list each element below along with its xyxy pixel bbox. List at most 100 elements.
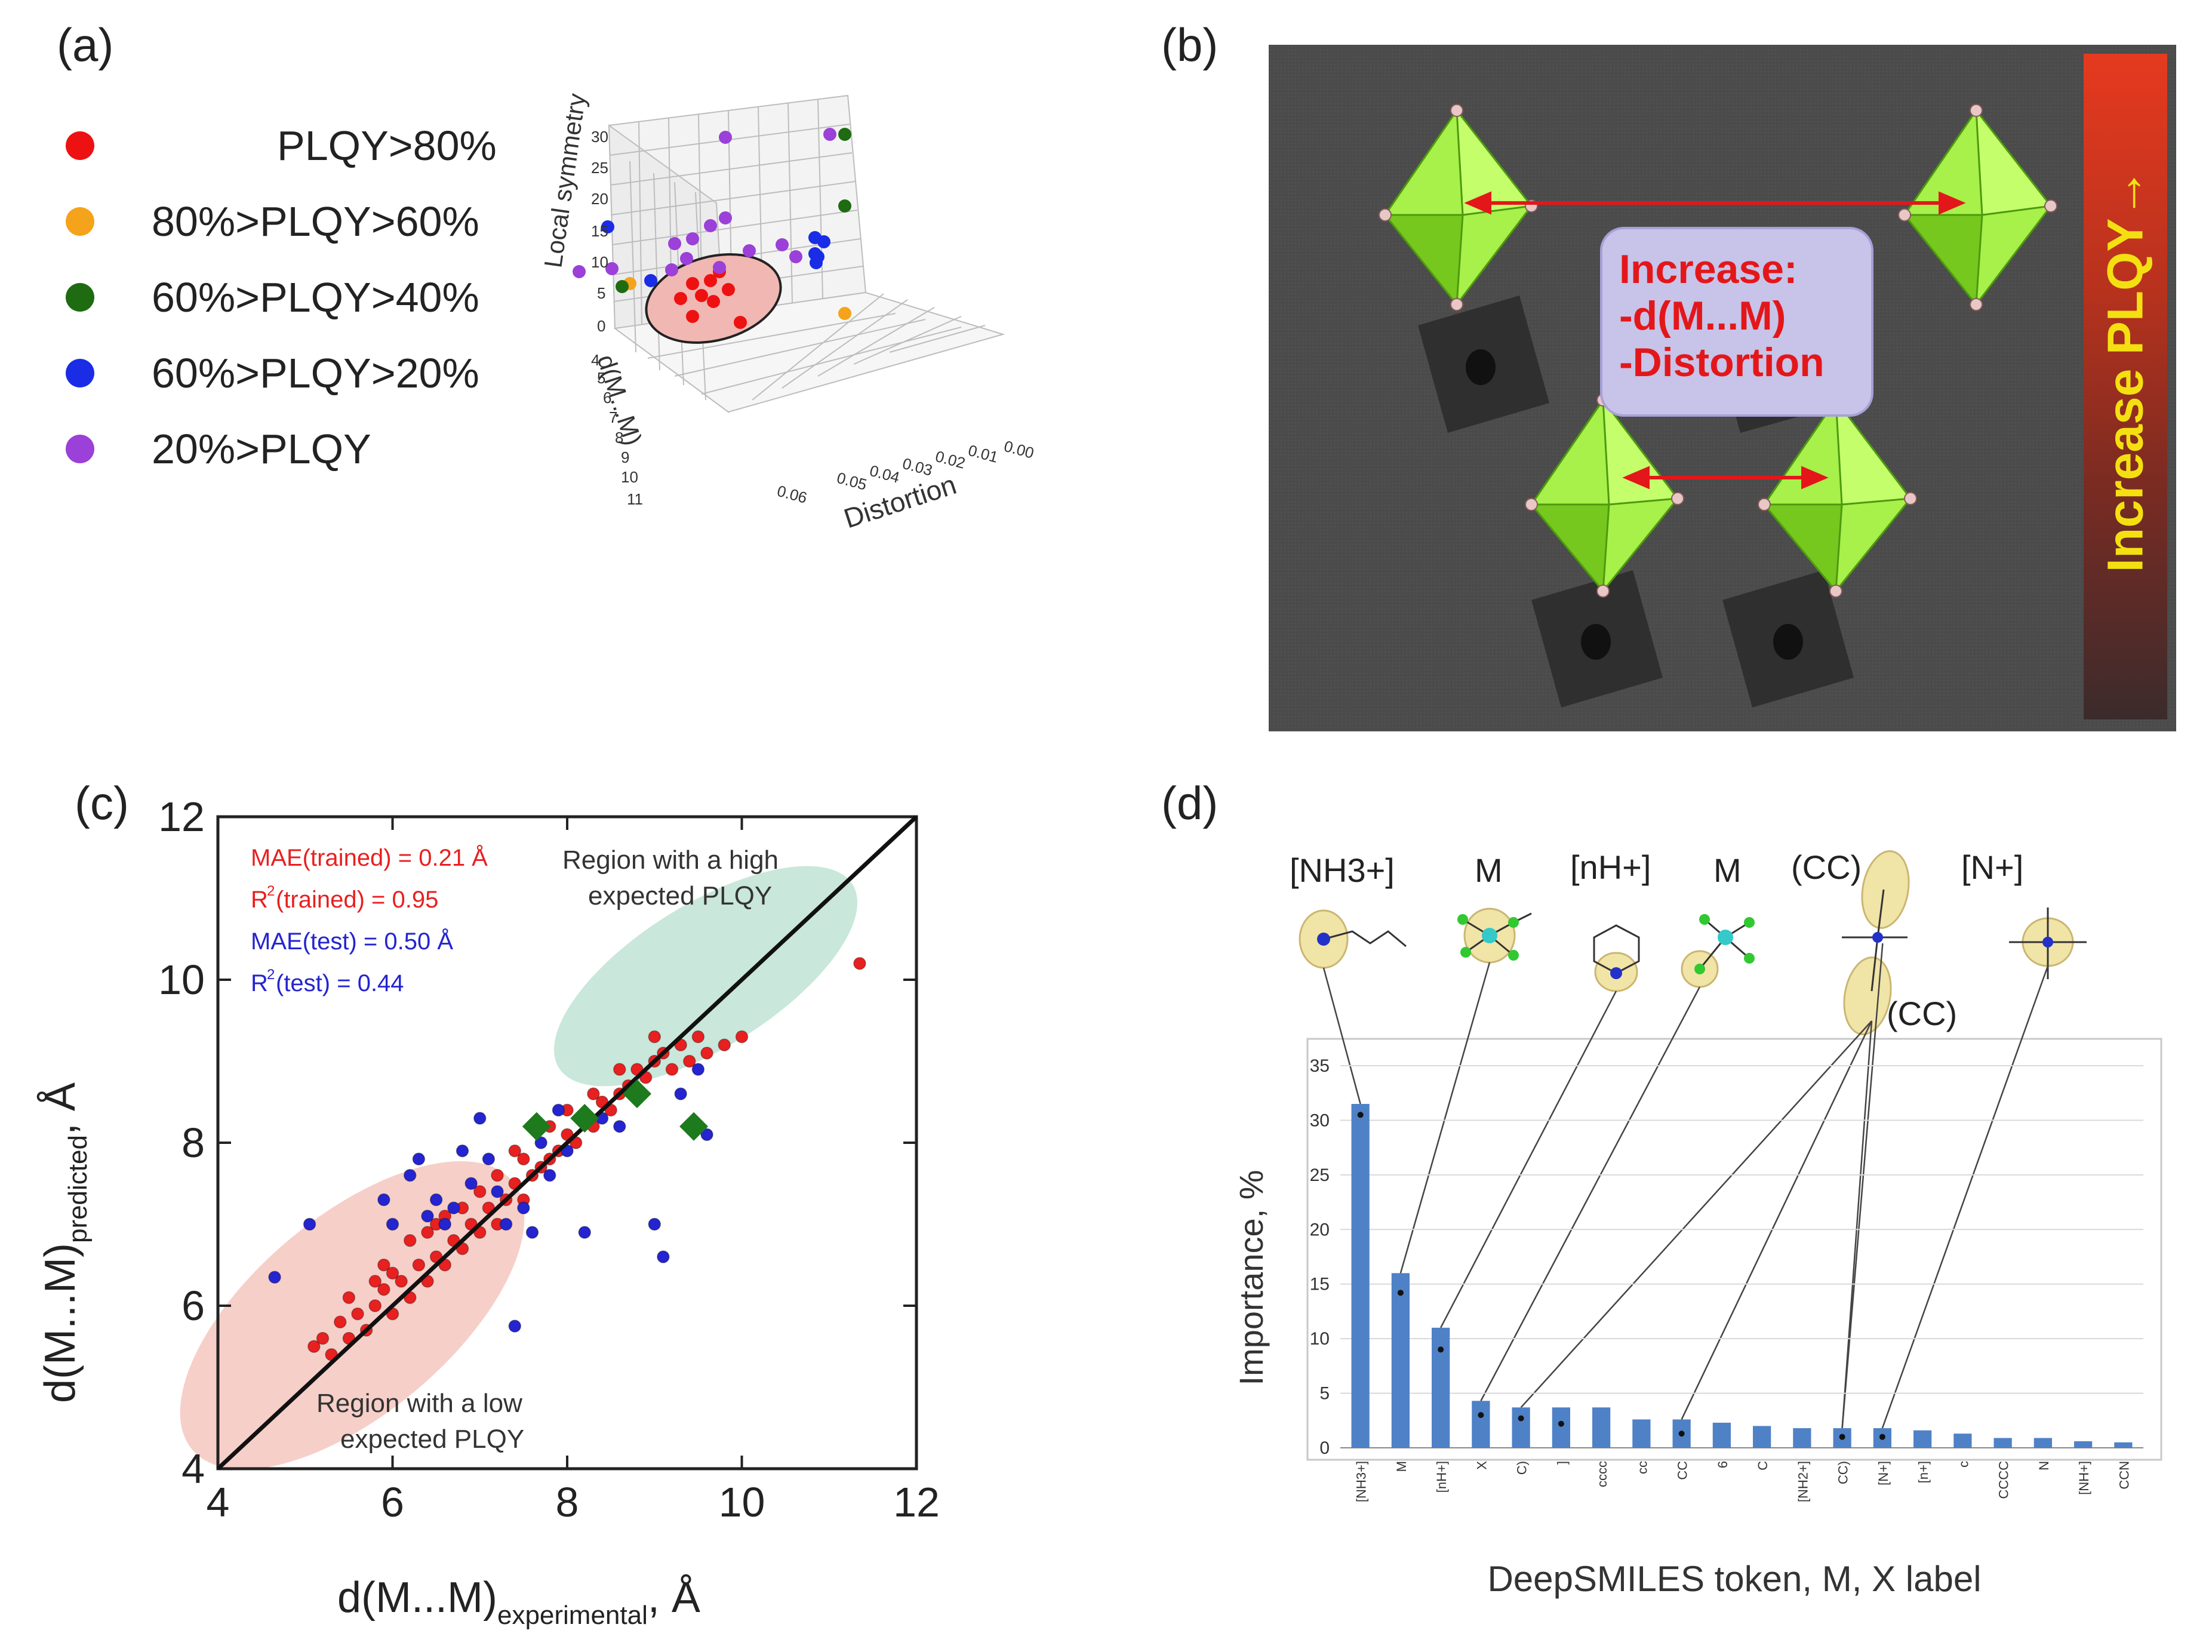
y-label-main: d(M...M)	[36, 1243, 84, 1403]
point	[713, 261, 726, 274]
x-tick-label: 4	[207, 1479, 230, 1525]
point	[686, 310, 699, 323]
legend-dot	[66, 434, 94, 463]
bar	[1752, 1426, 1771, 1448]
data-point-trained	[491, 1168, 504, 1182]
svg-text:d(M...M)predicted, Å: d(M...M)predicted, Å	[36, 1082, 93, 1403]
data-point-test	[464, 1177, 478, 1190]
data-point-test	[691, 1063, 705, 1076]
data-point-highlight	[522, 1112, 551, 1141]
y-tick-label: 6	[181, 1282, 205, 1329]
data-point-test	[473, 1112, 487, 1125]
bar	[1793, 1428, 1811, 1448]
data-point-trained	[404, 1234, 417, 1247]
plot-3d-grid	[608, 94, 1005, 414]
point	[776, 238, 789, 251]
high-region-label: Region with a high	[562, 845, 779, 875]
y-tick-label: 30	[1310, 1110, 1330, 1130]
data-point-test	[543, 1168, 556, 1182]
x-tick-label: [n+]	[1916, 1461, 1931, 1483]
point	[838, 307, 851, 320]
box-line: Increase:	[1619, 247, 1798, 292]
mae-test-text: MAE(test) = 0.50 Å	[251, 928, 453, 955]
data-point-trained	[613, 1063, 626, 1076]
x-tick: 0.06	[775, 482, 809, 507]
y-tick-label: 12	[158, 794, 205, 840]
legend-label: 80%>PLQY>60%	[152, 198, 479, 245]
x-tick-label: cc	[1635, 1461, 1650, 1474]
point	[686, 277, 699, 290]
data-point-trained	[473, 1185, 487, 1198]
data-point-test	[268, 1270, 281, 1284]
point	[707, 295, 720, 308]
data-point-trained	[718, 1038, 731, 1051]
legend-dot	[66, 282, 94, 312]
data-point-test	[674, 1087, 687, 1100]
leader-line	[1399, 962, 1491, 1273]
bar	[1993, 1438, 2012, 1448]
x-tick-label: C)	[1515, 1461, 1530, 1475]
point	[674, 292, 687, 305]
data-point-test	[429, 1193, 443, 1207]
legend-dot	[66, 207, 94, 236]
z-tick: 5	[597, 284, 605, 302]
y-tick: 9	[621, 448, 629, 466]
y-tick: 10	[621, 468, 638, 486]
point	[616, 280, 629, 293]
d-y-axis-label: Importance, %	[1232, 1170, 1270, 1385]
y-tick-label: 4	[181, 1445, 205, 1492]
leader-line	[1881, 965, 2049, 1429]
data-point-test	[552, 1103, 565, 1117]
data-point-test	[438, 1217, 451, 1231]
molecule-label: [NH3+]	[1290, 851, 1395, 889]
high-plqy-region	[553, 866, 858, 1087]
point	[644, 274, 657, 287]
data-point-test	[525, 1226, 539, 1239]
data-point-test	[499, 1217, 513, 1231]
r2-trained-text: (trained) = 0.95	[276, 887, 438, 913]
legend-item: 60%>PLQY>20%	[66, 335, 497, 411]
scatter-chart: 4 6 8 10 12 4 6 8 10 12 MAE(trained) = 0.21 Å R 2…	[36, 794, 940, 1630]
point	[686, 232, 699, 245]
d-x-axis-label: DeepSMILES token, M, X label	[1487, 1559, 1981, 1599]
point	[704, 219, 717, 232]
point	[665, 263, 678, 276]
point	[734, 316, 747, 329]
high-region-label: expected PLQY	[588, 881, 772, 910]
data-point-trained	[368, 1299, 382, 1312]
point	[695, 289, 708, 302]
y-label-suffix: , Å	[36, 1082, 84, 1135]
y-tick: 11	[627, 490, 643, 508]
legend-label: 60%>PLQY>40%	[152, 273, 479, 321]
low-region-label: expected PLQY	[340, 1425, 524, 1454]
x-tick-label: cccc	[1595, 1461, 1610, 1487]
data-point-trained	[421, 1226, 434, 1239]
x-tick-label: M	[1394, 1461, 1409, 1472]
legend-dot	[66, 131, 94, 160]
y-tick-label: 5	[1319, 1384, 1330, 1404]
mae-trained-text: MAE(trained) = 0.21 Å	[251, 844, 488, 871]
molecule-label: [nH+]	[1570, 848, 1651, 886]
data-point-highlight	[679, 1112, 709, 1141]
bar	[1632, 1419, 1651, 1448]
molecule-label: (CC)	[1887, 995, 1958, 1032]
y-label-sub: predicted	[63, 1135, 93, 1243]
z-tick: 20	[591, 190, 608, 208]
data-point-trained	[683, 1054, 696, 1068]
bar	[2033, 1438, 2053, 1448]
error-marker	[1438, 1346, 1444, 1353]
y-tick-label: 35	[1310, 1056, 1330, 1076]
data-point-trained	[386, 1266, 399, 1280]
molecule-label: M	[1475, 851, 1503, 889]
y-tick-label: 15	[1310, 1275, 1330, 1294]
x-tick: 0.04	[867, 462, 902, 487]
panel-label-c: (c)	[75, 777, 129, 829]
increase-info-box: Increase: -d(M...M) -Distortion	[1600, 227, 1873, 417]
data-point-trained	[853, 956, 866, 970]
x-tick: 0.05	[835, 469, 869, 494]
point	[789, 250, 802, 263]
point	[668, 237, 681, 250]
point	[704, 274, 717, 287]
bar	[1431, 1327, 1450, 1448]
identity-line	[216, 815, 918, 1471]
